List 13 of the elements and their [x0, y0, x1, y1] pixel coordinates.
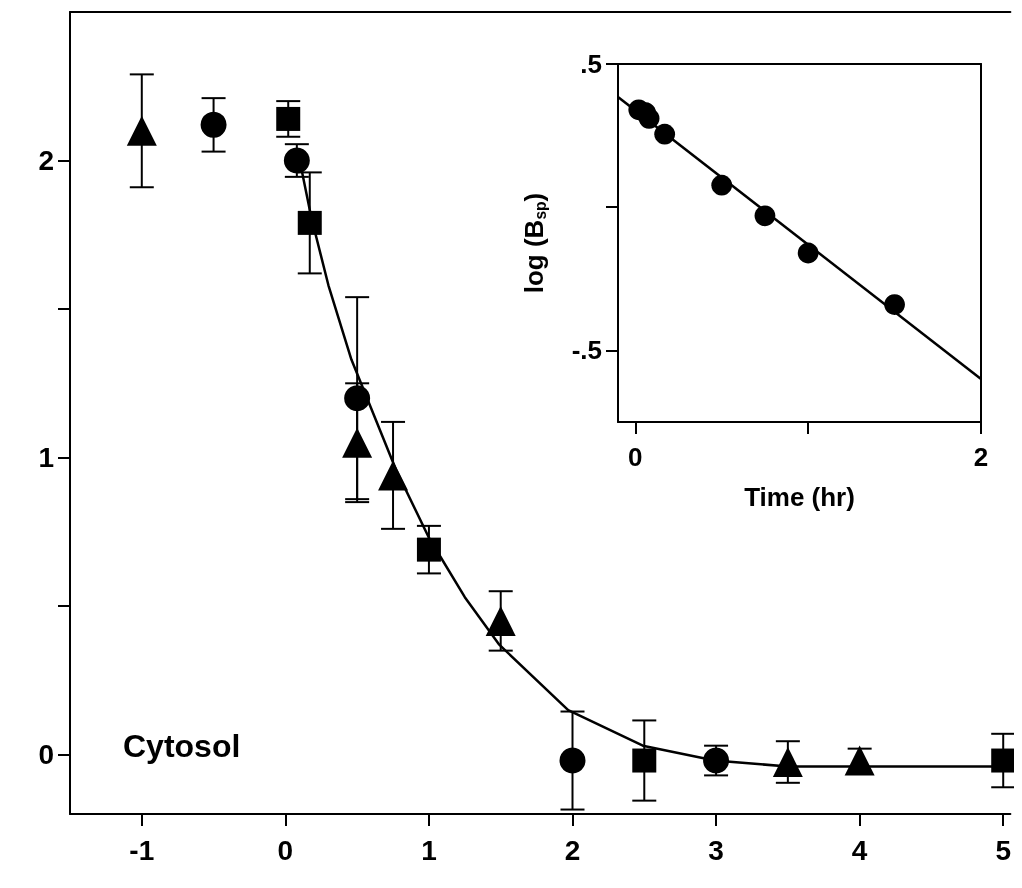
y-tick-label: .5 [580, 49, 602, 79]
x-axis-title: Time (hr) [744, 482, 855, 512]
x-tick-label: 0 [277, 834, 294, 866]
y-tick-label: 2 [38, 145, 54, 177]
y-tick-label: 0 [38, 739, 54, 771]
x-tick-label: 4 [851, 834, 868, 866]
x-tick-label: 5 [995, 834, 1011, 866]
x-tick-label: -1 [129, 834, 155, 866]
annotation: Cytosol [123, 728, 241, 764]
x-tick-label: 3 [708, 834, 724, 866]
x-tick-label: 1 [421, 834, 437, 866]
y-axis-title: log (Bsp) [518, 192, 549, 294]
y-tick-label: -.5 [571, 335, 602, 366]
